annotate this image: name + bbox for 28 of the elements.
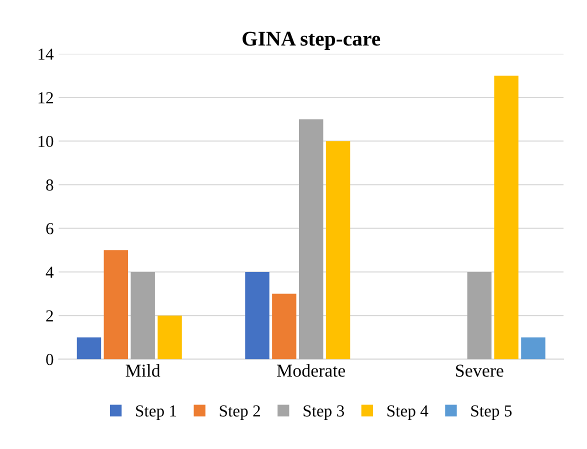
x-tick-label: Mild (126, 364, 160, 377)
y-tick-label: 10 (38, 136, 54, 148)
chart-title: GINA step-care (242, 32, 380, 50)
y-tick-label: 6 (46, 223, 54, 234)
bar (104, 250, 128, 360)
bar (245, 272, 270, 360)
bar (158, 316, 182, 360)
y-tick-label: 0 (46, 354, 54, 366)
bar (494, 76, 518, 360)
y-tick-label: 14 (38, 48, 54, 60)
bar (326, 141, 350, 360)
x-tick-label: Severe (456, 364, 504, 377)
legend-label: Step 4 (387, 405, 428, 420)
legend-label: Step 5 (471, 405, 512, 420)
y-tick-label: 4 (46, 266, 54, 278)
legend-label: Step 2 (220, 405, 260, 420)
bar (272, 294, 296, 360)
bar (298, 119, 324, 360)
x-tick-label: Moderate (277, 364, 346, 377)
y-tick-label: 8 (46, 179, 54, 191)
y-tick-label: 2 (46, 310, 53, 322)
legend-label: Step 3 (304, 405, 344, 420)
y-tick-label: 12 (38, 92, 53, 104)
legend-label: Step 1 (136, 405, 176, 420)
bar (130, 272, 155, 360)
bar (521, 337, 546, 360)
bar (467, 272, 492, 360)
bar (76, 337, 102, 360)
